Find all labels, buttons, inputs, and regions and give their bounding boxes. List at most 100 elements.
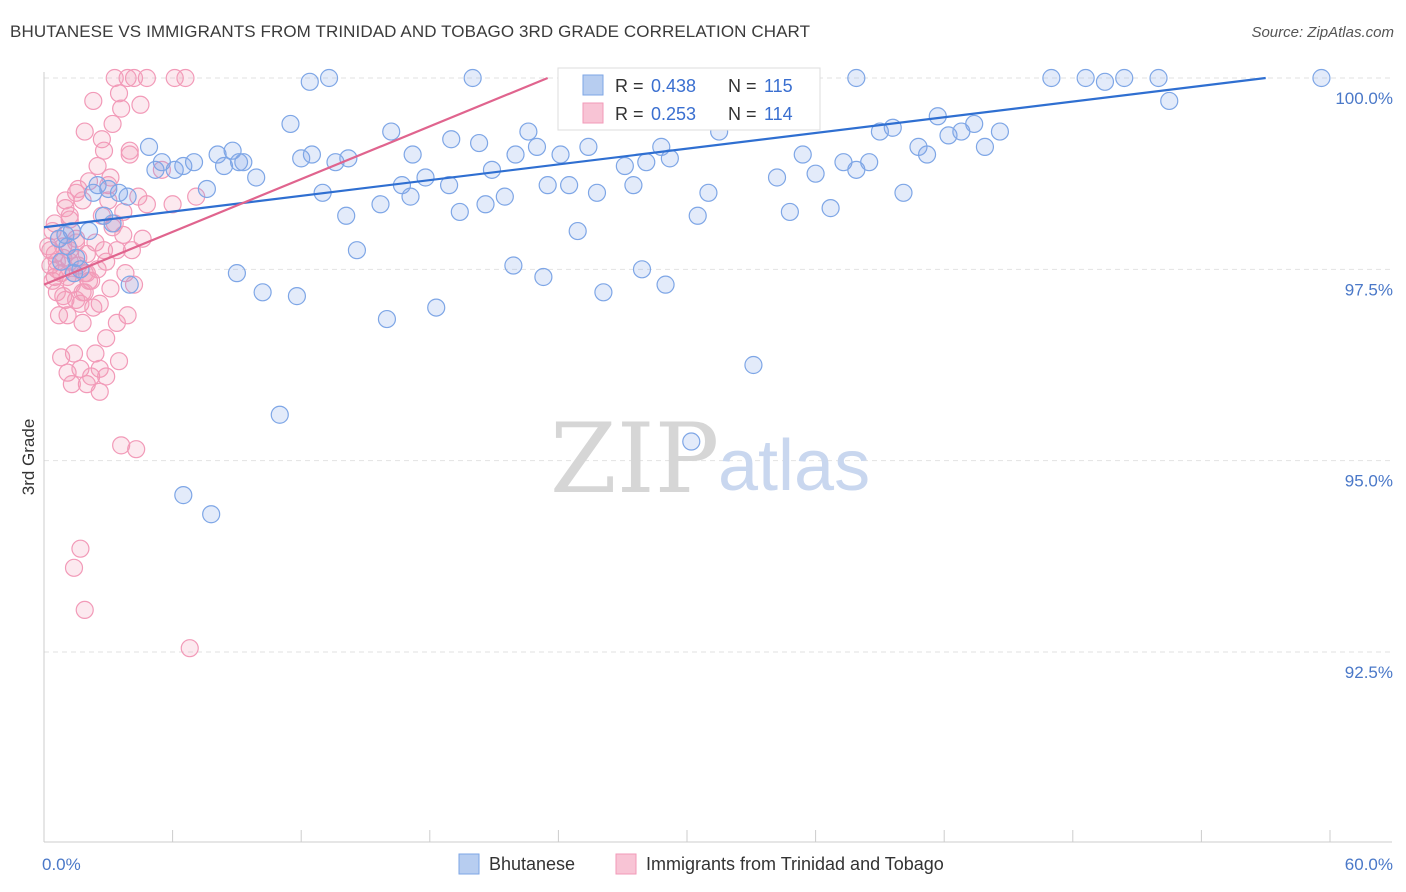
series-points-bhutanese <box>49 68 1331 524</box>
point-trinidad <box>88 156 107 176</box>
point-bhutanese <box>469 133 489 153</box>
point-trinidad <box>69 179 88 199</box>
point-bhutanese <box>1095 72 1115 91</box>
point-trinidad <box>152 160 171 179</box>
point-trinidad <box>90 382 109 401</box>
point-bhutanese <box>120 275 139 294</box>
point-bhutanese <box>990 122 1010 141</box>
point-bhutanese <box>197 179 216 199</box>
legend-swatch-bhutanese <box>458 853 480 875</box>
point-trinidad <box>47 252 66 271</box>
point-bhutanese <box>656 275 675 294</box>
y-tick-label: 92.5% <box>1345 663 1393 682</box>
stats-n-value-2: 114 <box>764 104 793 124</box>
point-trinidad <box>137 68 156 88</box>
stats-n-value-1: 115 <box>764 76 793 96</box>
point-trinidad <box>84 91 103 111</box>
point-bhutanese <box>1042 68 1061 88</box>
point-trinidad <box>56 191 75 210</box>
point-trinidad <box>120 145 139 164</box>
point-bhutanese <box>860 153 879 172</box>
legend-swatch-trinidad <box>615 853 637 875</box>
point-bhutanese <box>281 114 300 134</box>
point-bhutanese <box>579 137 598 156</box>
point-bhutanese <box>847 68 866 88</box>
chart-title: BHUTANESE VS IMMIGRANTS FROM TRINIDAD AN… <box>10 22 811 41</box>
stats-r-label-1: R = <box>615 76 644 96</box>
bottom-legend: Bhutanese Immigrants from Trinidad and T… <box>458 853 944 875</box>
x-tick-label: 0.0% <box>42 855 81 874</box>
point-bhutanese <box>1312 68 1331 88</box>
point-bhutanese <box>504 256 523 275</box>
stats-r-value-1: 0.438 <box>651 76 696 96</box>
point-bhutanese <box>253 283 272 302</box>
point-bhutanese <box>682 432 701 451</box>
watermark-zip: ZIP <box>550 403 719 515</box>
point-bhutanese <box>347 241 367 260</box>
point-trinidad <box>120 141 139 160</box>
point-bhutanese <box>1115 68 1134 88</box>
point-bhutanese <box>476 195 495 214</box>
point-bhutanese <box>587 183 607 202</box>
y-tick-label: 100.0% <box>1335 89 1393 108</box>
point-bhutanese <box>270 405 289 424</box>
y-tick-labels: 100.0% 97.5% 95.0% 92.5% <box>1335 89 1393 682</box>
trend-line-bhutanese <box>43 76 1266 229</box>
point-bhutanese <box>88 176 107 195</box>
point-bhutanese <box>637 153 656 172</box>
point-trinidad <box>82 367 101 386</box>
point-trinidad <box>71 539 90 558</box>
point-bhutanese <box>519 122 538 141</box>
point-bhutanese <box>165 160 184 179</box>
point-bhutanese <box>568 221 587 241</box>
point-trinidad <box>73 313 92 333</box>
point-bhutanese <box>214 156 234 176</box>
point-trinidad <box>92 130 111 149</box>
point-bhutanese <box>1149 68 1168 88</box>
point-bhutanese <box>139 137 159 156</box>
point-bhutanese <box>624 176 643 195</box>
point-bhutanese <box>174 486 193 505</box>
point-bhutanese <box>1076 68 1095 88</box>
point-bhutanese <box>202 505 221 524</box>
point-bhutanese <box>227 264 246 283</box>
point-bhutanese <box>688 206 707 225</box>
point-trinidad <box>86 344 105 363</box>
point-trinidad <box>75 122 94 141</box>
point-bhutanese <box>184 153 204 172</box>
point-bhutanese <box>382 122 401 141</box>
point-trinidad <box>127 440 146 459</box>
point-trinidad <box>112 99 131 118</box>
point-trinidad <box>137 195 156 214</box>
point-bhutanese <box>118 187 137 206</box>
x-ticks <box>43 830 1331 842</box>
point-trinidad <box>101 279 120 298</box>
stats-swatch-trinidad <box>582 102 604 124</box>
point-trinidad <box>97 367 116 386</box>
point-bhutanese <box>780 202 799 222</box>
y-axis-title: 3rd Grade <box>19 419 38 496</box>
point-trinidad <box>103 114 122 134</box>
point-bhutanese <box>146 160 165 179</box>
point-bhutanese <box>538 176 557 195</box>
point-trinidad <box>86 233 105 252</box>
point-bhutanese <box>1160 91 1179 111</box>
point-bhutanese <box>821 199 840 218</box>
point-bhutanese <box>292 149 311 168</box>
point-bhutanese <box>450 202 469 222</box>
point-trinidad <box>64 558 84 577</box>
point-bhutanese <box>287 287 307 306</box>
stats-n-label-2: N = <box>728 104 757 124</box>
stats-legend: R = 0.438 N = 115 R = 0.253 N = 114 <box>557 67 821 131</box>
point-bhutanese <box>247 168 266 187</box>
point-bhutanese <box>99 179 118 199</box>
legend-label-trinidad: Immigrants from Trinidad and Tobago <box>646 854 944 874</box>
y-tick-label: 97.5% <box>1345 280 1393 299</box>
point-trinidad <box>52 348 71 367</box>
point-trinidad <box>131 95 150 114</box>
axes <box>43 72 1392 843</box>
watermark-atlas: atlas <box>718 426 870 506</box>
point-bhutanese <box>337 206 356 225</box>
point-trinidad <box>58 363 77 382</box>
